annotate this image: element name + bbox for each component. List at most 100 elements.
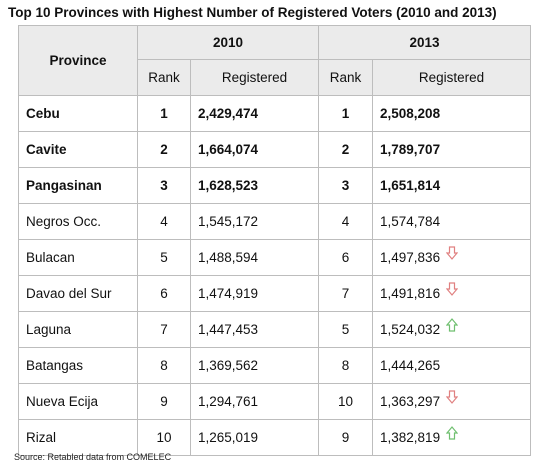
registered-2013-content: 1,491,816: [380, 281, 530, 301]
registered-2013-value: 1,574,784: [380, 214, 441, 229]
registered-2013-content: 2,508,208: [380, 106, 530, 121]
rank-2013-cell: 4: [318, 203, 374, 240]
rank-2013-cell: 2: [318, 131, 374, 168]
province-cell: Nueva Ecija: [18, 383, 138, 420]
registered-2013-content: 1,444,265: [380, 358, 530, 373]
rank-2013-cell: 3: [318, 167, 374, 204]
registered-2013-cell: 2,508,208: [372, 95, 532, 132]
rank-2010-cell: 10: [137, 419, 191, 456]
registered-2013-content: 1,574,784: [380, 214, 530, 229]
header-sub-row: Rank Registered Rank Registered: [19, 59, 532, 96]
registered-2013-content: 1,651,814: [380, 178, 530, 193]
rank-2010-cell: 4: [137, 203, 191, 240]
registered-2013-value: 1,382,819: [380, 430, 441, 445]
rank-2013-cell: 10: [318, 383, 374, 420]
table-row: Davao del Sur 6 1,474,919 7 1,491,816: [18, 275, 532, 312]
registered-2010-cell: 1,474,919: [189, 275, 320, 312]
year-2010-header: 2010: [136, 25, 320, 60]
province-cell: Davao del Sur: [18, 275, 138, 312]
registered-2013-content: 1,789,707: [380, 142, 530, 157]
rank-2013-cell: 8: [318, 347, 374, 384]
province-cell: Pangasinan: [18, 167, 138, 204]
rank-2010-cell: 9: [137, 383, 191, 420]
registered-2010-cell: 1,545,172: [189, 203, 320, 240]
province-cell: Laguna: [18, 311, 138, 348]
registered-2010-cell: 1,628,523: [189, 167, 320, 204]
table-row: Cavite 2 1,664,074 2 1,789,707: [18, 131, 532, 168]
voters-table-container: Province 2010 2013 Rank Registered Rank …: [18, 25, 532, 456]
arrow-down-icon: [446, 389, 459, 404]
province-column-header: Province: [18, 25, 138, 96]
registered-2013-cell: 1,444,265: [372, 347, 532, 384]
table-row: Negros Occ. 4 1,545,172 4 1,574,784: [18, 203, 532, 240]
source-note: Source: Retabled data from COMELEC: [14, 452, 172, 462]
arrow-up-icon: [446, 317, 459, 332]
rank-2010-cell: 2: [137, 131, 191, 168]
arrow-up-icon: [446, 425, 459, 440]
rank-2010-cell: 1: [137, 95, 191, 132]
table-row: Bulacan 5 1,488,594 6 1,497,836: [18, 239, 532, 276]
arrow-down-icon: [446, 281, 459, 296]
registered-2013-value: 1,444,265: [380, 358, 441, 373]
registered-2013-value: 1,651,814: [380, 178, 441, 193]
registered-2010-cell: 1,447,453: [189, 311, 320, 348]
registered-2010-cell: 1,664,074: [189, 131, 320, 168]
registered-2013-cell: 1,524,032: [372, 311, 532, 348]
rank-2013-cell: 5: [318, 311, 374, 348]
province-cell: Cavite: [18, 131, 138, 168]
table-row: Cebu 1 2,429,474 1 2,508,208: [18, 95, 532, 132]
rank-2013-cell: 1: [318, 95, 374, 132]
rank-2010-cell: 5: [137, 239, 191, 276]
registered-2013-cell: 1,651,814: [372, 167, 532, 204]
table-row: Nueva Ecija 9 1,294,761 10 1,363,297: [18, 383, 532, 420]
registered-2013-content: 1,363,297: [380, 389, 530, 409]
registered-2013-content: 1,524,032: [380, 317, 530, 337]
rank-2010-cell: 8: [137, 347, 191, 384]
registered-2010-cell: 1,265,019: [189, 419, 320, 456]
table-row: Pangasinan 3 1,628,523 3 1,651,814: [18, 167, 532, 204]
arrow-down-icon: [446, 245, 459, 260]
rank-2013-header: Rank: [318, 59, 374, 96]
registered-2013-content: 1,382,819: [380, 425, 530, 445]
registered-2013-cell: 1,789,707: [372, 131, 532, 168]
registered-2013-cell: 1,363,297: [372, 383, 532, 420]
header-year-row: Province 2010 2013: [18, 25, 532, 96]
registered-2010-cell: 1,488,594: [189, 239, 320, 276]
rank-2010-cell: 6: [137, 275, 191, 312]
rank-2013-cell: 9: [318, 419, 374, 456]
registered-2013-cell: 1,574,784: [372, 203, 532, 240]
registered-2013-value: 1,363,297: [380, 394, 441, 409]
registered-2013-cell: 1,382,819: [372, 419, 532, 456]
province-cell: Negros Occ.: [18, 203, 138, 240]
registered-2010-header: Registered: [189, 59, 320, 96]
registered-2013-cell: 1,497,836: [372, 239, 532, 276]
registered-2010-cell: 1,294,761: [189, 383, 320, 420]
rank-2010-header: Rank: [137, 59, 191, 96]
table-title: Top 10 Provinces with Highest Number of …: [8, 5, 497, 20]
table-row: Laguna 7 1,447,453 5 1,524,032: [18, 311, 532, 348]
rank-2013-cell: 7: [318, 275, 374, 312]
registered-2013-content: 1,497,836: [380, 245, 530, 265]
registered-2013-value: 1,789,707: [380, 142, 441, 157]
registered-2013-value: 2,508,208: [380, 106, 441, 121]
rank-2010-cell: 3: [137, 167, 191, 204]
year-2013-header: 2013: [318, 25, 532, 60]
registered-2013-value: 1,524,032: [380, 322, 441, 337]
registered-2013-header: Registered: [372, 59, 532, 96]
rank-2010-cell: 7: [137, 311, 191, 348]
voters-table: Province 2010 2013 Rank Registered Rank …: [18, 25, 532, 456]
registered-2010-cell: 1,369,562: [189, 347, 320, 384]
registered-2013-cell: 1,491,816: [372, 275, 532, 312]
rank-2013-cell: 6: [318, 239, 374, 276]
table-body: Cebu 1 2,429,474 1 2,508,208 Cavite 2 1,664,074…: [18, 95, 532, 456]
registered-2013-value: 1,491,816: [380, 286, 441, 301]
table-row: Batangas 8 1,369,562 8 1,444,265: [18, 347, 532, 384]
province-cell: Batangas: [18, 347, 138, 384]
province-cell: Cebu: [18, 95, 138, 132]
registered-2010-cell: 2,429,474: [189, 95, 320, 132]
province-cell: Rizal: [18, 419, 138, 456]
province-cell: Bulacan: [18, 239, 138, 276]
table-row: Rizal 10 1,265,019 9 1,382,819: [18, 419, 532, 456]
registered-2013-value: 1,497,836: [380, 250, 441, 265]
table-header: Province 2010 2013 Rank Registered Rank …: [18, 25, 532, 96]
